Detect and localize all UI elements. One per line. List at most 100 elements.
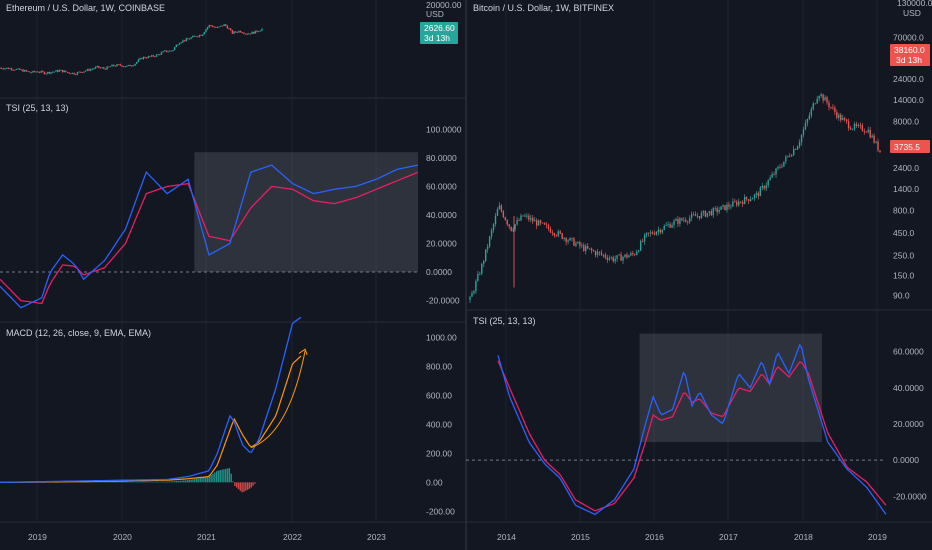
eth-macd-histogram-bar — [174, 481, 176, 483]
btc-candle — [569, 237, 571, 241]
eth-candle — [225, 24, 227, 26]
btc-candle — [734, 201, 736, 203]
eth-candle — [42, 71, 44, 72]
eth-candle — [75, 74, 77, 76]
btc-candle — [698, 215, 701, 219]
btc-candle — [824, 97, 826, 101]
btc-candle — [710, 211, 712, 216]
eth-candle — [81, 72, 84, 73]
btc-candle — [581, 245, 583, 246]
eth-price-pane[interactable] — [0, 23, 263, 76]
eth-macd-histogram-bar — [117, 481, 119, 483]
btc-candle — [745, 196, 748, 200]
eth-candle — [19, 68, 21, 70]
eth-candle — [7, 67, 9, 70]
eth-candle — [238, 30, 240, 33]
eth-candle — [132, 65, 135, 67]
btc-last-price-badge: 3735.5 — [890, 140, 930, 153]
btc-tsi-tick-label: -20.0000 — [893, 491, 927, 501]
btc-candle — [775, 168, 777, 175]
btc-candle — [539, 220, 542, 223]
btc-price-tick-label: 450.0 — [893, 228, 915, 238]
eth-macd-histogram-bar — [150, 481, 152, 483]
eth-candle — [43, 71, 46, 75]
eth-candle — [119, 64, 121, 66]
eth-macd-histogram-bar — [199, 478, 201, 483]
btc-candle — [749, 199, 752, 202]
btc-candle — [471, 293, 473, 297]
eth-candle — [9, 68, 11, 70]
btc-candle — [690, 214, 693, 218]
eth-macd-histogram-bar — [215, 471, 218, 483]
eth-candle — [109, 66, 112, 68]
eth-candle — [24, 70, 26, 72]
eth-candle — [154, 56, 156, 58]
btc-candle — [879, 150, 881, 153]
btc-tsi-tick-label: 60.0000 — [893, 347, 924, 357]
btc-tsi-highlight-box — [639, 333, 822, 443]
btc-tsi-pane[interactable] — [466, 333, 887, 516]
btc-candle — [626, 254, 628, 258]
btc-candle — [777, 166, 779, 169]
btc-candle — [514, 224, 516, 230]
btc-candle — [638, 250, 640, 252]
btc-candle — [651, 232, 654, 234]
eth-time-tick-label: 2021 — [197, 532, 216, 542]
btc-candle — [565, 237, 567, 242]
btc-candle — [618, 254, 620, 256]
btc-candle — [828, 102, 830, 108]
eth-macd-histogram-bar — [130, 481, 132, 483]
eth-candle — [215, 26, 217, 28]
eth-macd-title: MACD (12, 26, close, 9, EMA, EMA) — [6, 328, 151, 338]
eth-candle — [55, 70, 57, 72]
btc-tsi-tick-label: 0.0000 — [893, 455, 919, 465]
eth-macd-histogram-bar — [243, 482, 245, 492]
eth-tsi-line — [0, 164, 419, 309]
btc-candle — [781, 166, 783, 168]
btc-candle — [753, 194, 756, 199]
btc-candle — [728, 204, 730, 207]
eth-candle — [48, 71, 51, 74]
btc-candle — [667, 224, 669, 226]
eth-time-tick-label: 2020 — [113, 532, 132, 542]
eth-macd-histogram-bar — [219, 470, 221, 483]
eth-macd-histogram-bar — [214, 472, 216, 483]
eth-candle — [142, 56, 145, 59]
btc-candle — [838, 114, 840, 118]
btc-candle — [567, 240, 569, 242]
btc-candle — [873, 135, 875, 143]
btc-candle — [791, 155, 793, 157]
btc-candle — [585, 246, 587, 251]
btc-candle — [657, 229, 660, 232]
eth-candle — [185, 38, 187, 42]
eth-candle — [80, 71, 82, 73]
btc-candle — [865, 131, 867, 133]
eth-macd-pane[interactable] — [0, 316, 308, 493]
eth-price-badge: 2626.60 3d 13h — [420, 22, 458, 44]
btc-candle — [789, 155, 791, 157]
btc-candle — [857, 125, 860, 126]
eth-candle — [66, 72, 69, 73]
eth-tsi-tick-label: 40.0000 — [426, 210, 457, 220]
eth-candle — [47, 71, 49, 74]
eth-candle — [169, 50, 171, 52]
eth-candle — [60, 69, 62, 71]
eth-macd-histogram-bar — [221, 469, 223, 483]
eth-candle — [253, 31, 255, 34]
eth-candle — [190, 37, 192, 39]
btc-candle — [604, 254, 607, 258]
btc-price-pane[interactable] — [469, 92, 881, 304]
eth-axis-unit: USD — [426, 9, 444, 19]
eth-macd-histogram-bar — [246, 482, 249, 490]
btc-candle — [475, 281, 477, 292]
eth-candle — [261, 28, 263, 31]
eth-tsi-pane[interactable] — [0, 152, 419, 309]
eth-candle — [144, 56, 146, 58]
eth-candle — [195, 35, 197, 37]
btc-candle — [683, 219, 685, 221]
btc-candle — [647, 232, 650, 234]
btc-candle — [669, 224, 671, 228]
btc-candle — [488, 236, 491, 247]
btc-candle — [751, 198, 754, 200]
eth-macd-histogram-bar — [121, 481, 123, 483]
